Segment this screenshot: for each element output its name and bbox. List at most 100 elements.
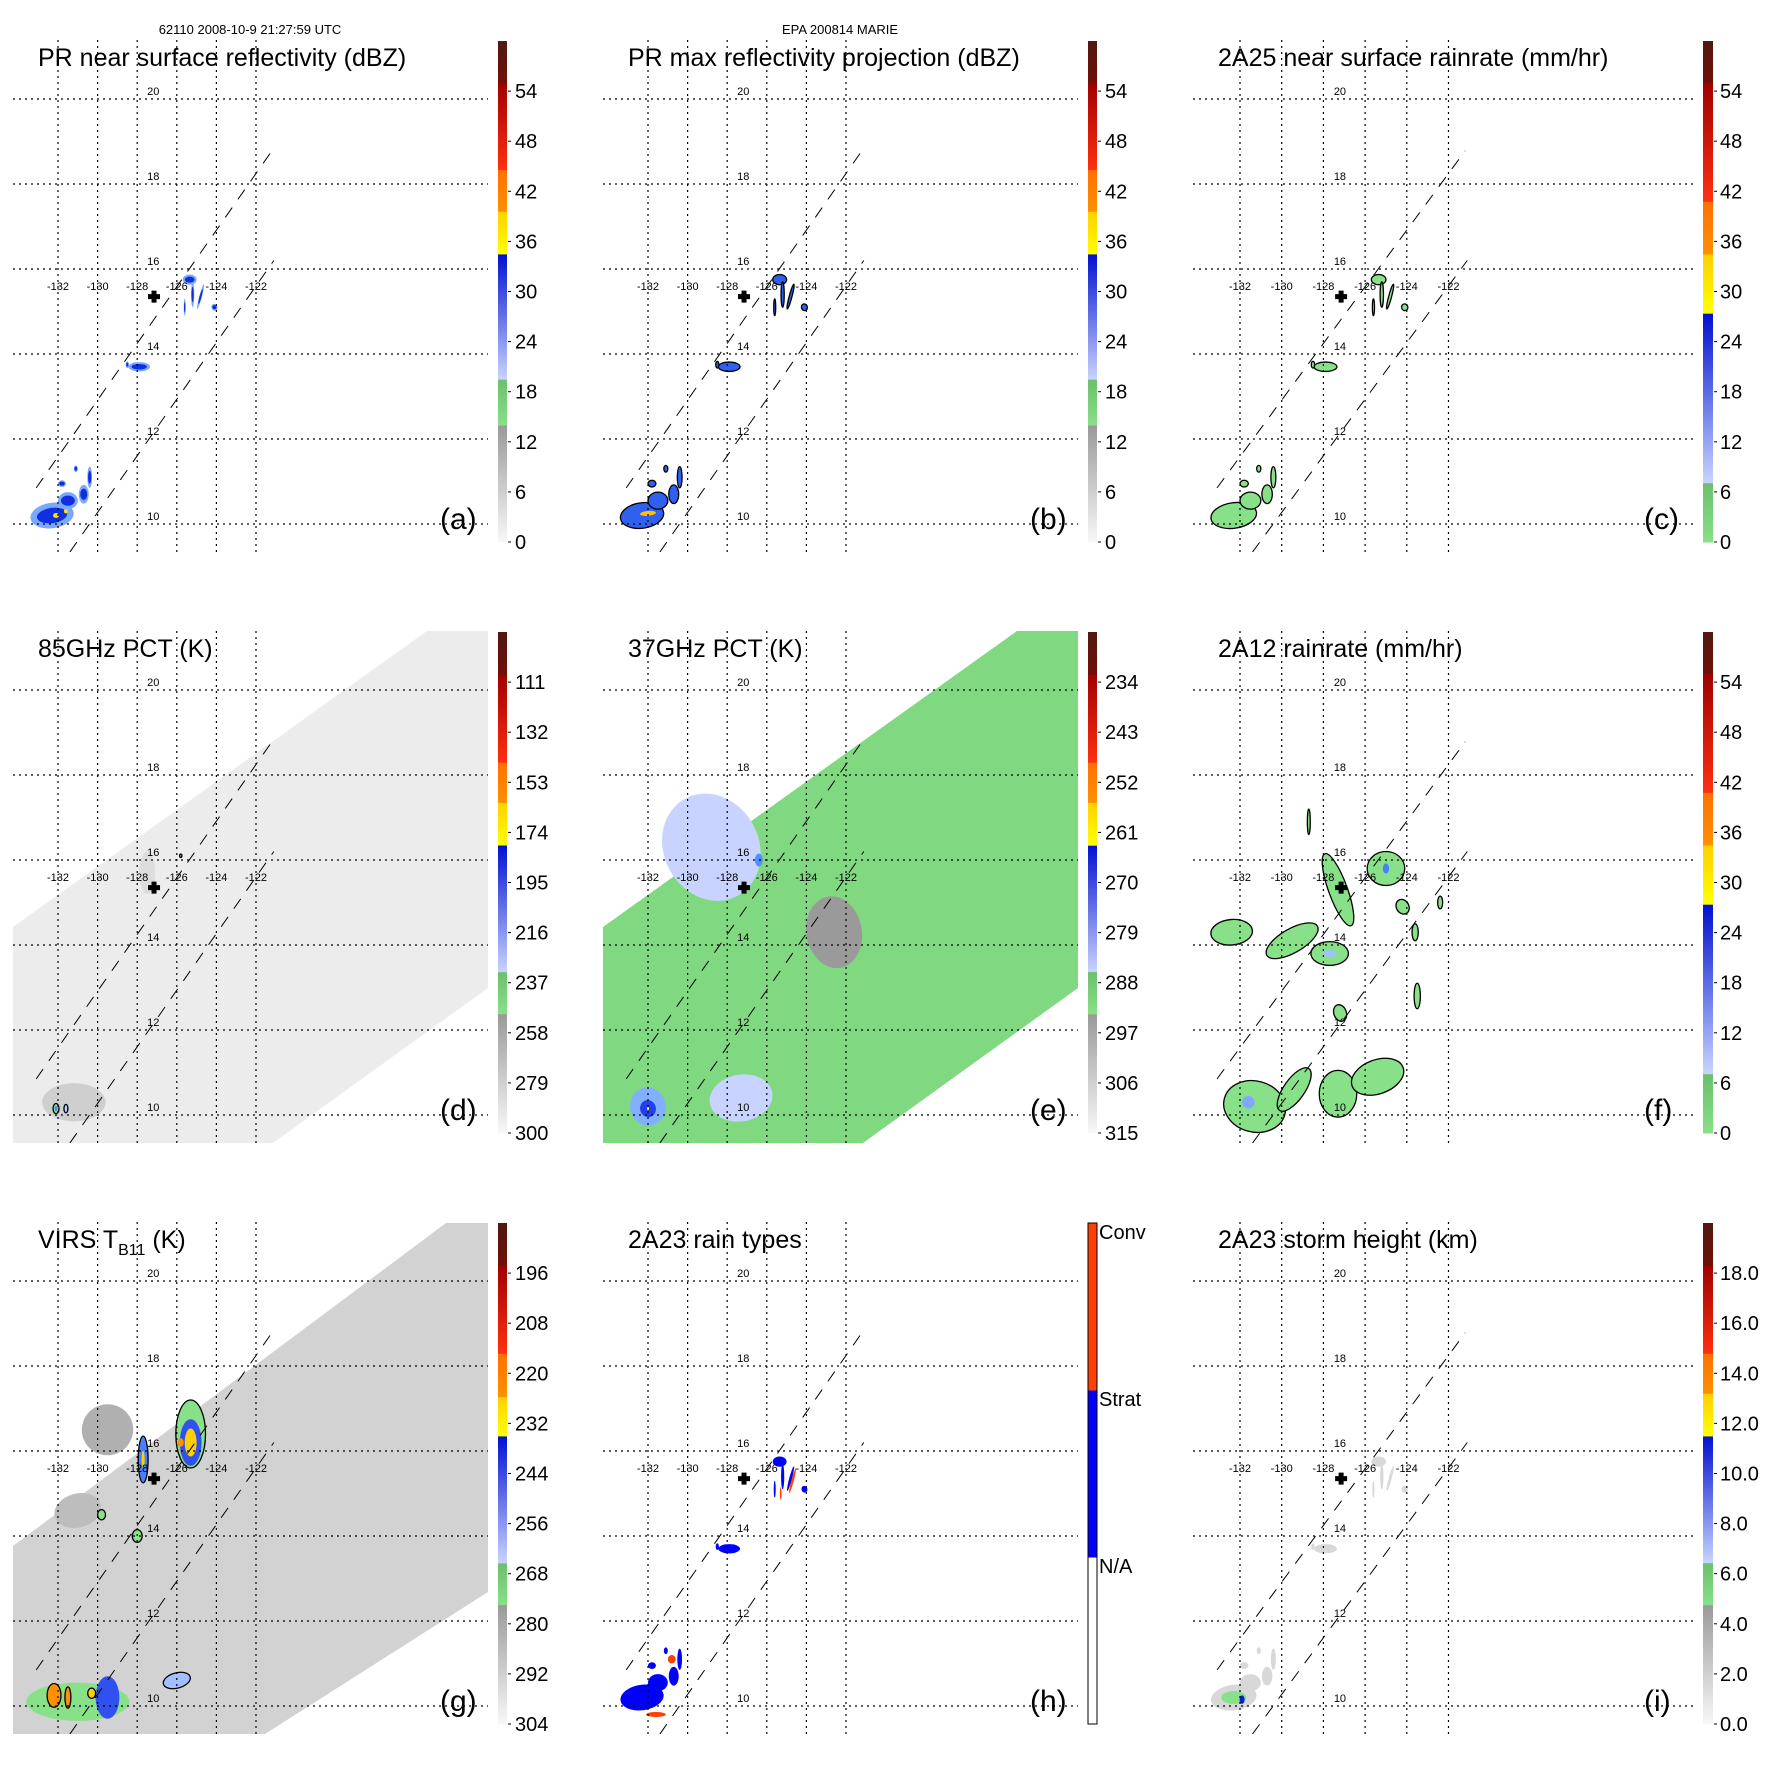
colorbar-band	[1703, 482, 1713, 543]
colorbar-band	[1088, 211, 1097, 255]
precip-feature	[1240, 1662, 1249, 1670]
colorbar-band	[498, 211, 507, 255]
colorbar: N/A Strat Conv	[1087, 1222, 1146, 1725]
precip-feature	[1322, 950, 1337, 957]
precip-feature	[676, 465, 683, 489]
precip-feature	[801, 1485, 808, 1493]
latitude-label: 20	[147, 1268, 159, 1280]
pr-swath-edge	[659, 851, 865, 1143]
colorbar-label: 30	[1720, 282, 1742, 304]
longitude-label: -124	[205, 872, 227, 884]
precip-feature	[46, 1682, 62, 1708]
precip-feature	[620, 1684, 664, 1711]
colorbar-label: 132	[515, 722, 548, 744]
colorbar-label: 111	[515, 672, 545, 694]
pr-swath-edge	[1216, 150, 1466, 489]
longitude-label: -128	[1312, 872, 1334, 884]
precip-feature	[1314, 1544, 1337, 1554]
colorbar-label: 252	[1105, 772, 1138, 794]
map-area	[620, 1332, 865, 1734]
precip-feature	[1379, 281, 1385, 308]
latitude-label: 18	[147, 1353, 159, 1365]
latitude-label: 14	[147, 932, 159, 944]
longitude-label: -126	[1354, 281, 1376, 293]
colorbar-band	[498, 41, 507, 84]
panel-title: 2A23 rain types	[628, 1226, 802, 1254]
colorbar-label: 258	[515, 1023, 548, 1045]
colorbar-band	[1703, 792, 1713, 846]
colorbar-band	[1088, 1557, 1097, 1725]
precip-feature	[646, 1711, 666, 1718]
colorbar-label: 292	[515, 1664, 548, 1686]
latitude-label: 10	[1334, 511, 1346, 523]
colorbar-label: 6	[515, 482, 526, 504]
colorbar-label: 18	[1720, 382, 1742, 404]
precip-feature	[80, 488, 88, 500]
precip-feature	[198, 289, 203, 305]
precip-feature	[668, 1666, 679, 1686]
colorbar-band	[498, 425, 507, 543]
precip-feature	[88, 470, 92, 484]
latitude-label: 16	[1334, 847, 1346, 859]
precip-feature	[647, 479, 657, 488]
precip-feature	[139, 851, 156, 894]
storm-center-cross-icon	[148, 1472, 161, 1485]
latitude-label: 10	[1334, 1102, 1346, 1114]
colorbar: 304 292 280 268 256 244 232 220 208 196	[498, 1223, 548, 1736]
colorbar-label: 36	[1720, 822, 1742, 844]
latitude-label: 20	[1334, 677, 1346, 689]
colorbar-band	[498, 253, 507, 380]
precip-feature	[667, 1655, 676, 1664]
longitude-label: -124	[205, 281, 227, 293]
storm-center-cross-icon	[738, 1472, 751, 1485]
colorbar-band	[498, 674, 507, 763]
latitude-label: 14	[1334, 1523, 1346, 1535]
precip-feature	[1382, 863, 1390, 874]
colorbar-band	[1088, 41, 1097, 84]
storm-center-cross-icon	[1335, 1472, 1348, 1485]
colorbar-band	[1703, 1353, 1713, 1394]
colorbar-label: 174	[515, 822, 548, 844]
precip-feature	[126, 362, 129, 367]
longitude-label: -130	[1271, 1463, 1293, 1475]
colorbar-band	[1703, 1265, 1713, 1354]
longitude-label: -122	[245, 872, 267, 884]
colorbar-label: 48	[515, 131, 537, 153]
colorbar-band	[498, 1604, 507, 1725]
colorbar-label: 18	[515, 382, 537, 404]
colorbar-band	[1703, 632, 1713, 675]
longitude-label: -122	[245, 281, 267, 293]
longitude-label: -128	[126, 872, 148, 884]
precip-feature	[648, 1674, 668, 1692]
colorbar-band	[1088, 971, 1097, 1015]
colorbar-band	[498, 762, 507, 803]
colorbar-label: 18	[1720, 973, 1742, 995]
colorbar-label: 2.0	[1720, 1664, 1748, 1686]
panel-title: 2A23 storm height (km)	[1218, 1226, 1478, 1254]
precip-feature	[60, 495, 75, 506]
latitude-label: 12	[147, 426, 159, 438]
precip-feature	[1350, 1057, 1405, 1096]
precip-feature	[1310, 360, 1316, 369]
map-area	[1210, 1332, 1468, 1734]
colorbar-band	[498, 1013, 507, 1134]
precip-feature	[663, 1647, 668, 1655]
longitude-label: -122	[245, 1463, 267, 1475]
latitude-label: 20	[147, 677, 159, 689]
latitude-label: 10	[737, 1102, 749, 1114]
longitude-label: -124	[1396, 281, 1418, 293]
precip-feature	[81, 1404, 134, 1456]
colorbar-label: Strat	[1099, 1389, 1142, 1411]
colorbar-band	[498, 1223, 507, 1267]
colorbar-band	[1088, 379, 1097, 426]
latitude-label: 12	[1334, 426, 1346, 438]
longitude-label: -128	[1312, 1463, 1334, 1475]
colorbar-band	[1703, 1562, 1713, 1606]
colorbar-band	[498, 169, 507, 212]
storm-center-cross-icon	[148, 290, 161, 303]
panel-letter: (b)	[1030, 503, 1067, 536]
precip-feature	[1401, 1485, 1408, 1493]
precip-feature	[131, 363, 147, 370]
map-area	[1210, 741, 1468, 1143]
precip-feature	[1437, 895, 1444, 910]
